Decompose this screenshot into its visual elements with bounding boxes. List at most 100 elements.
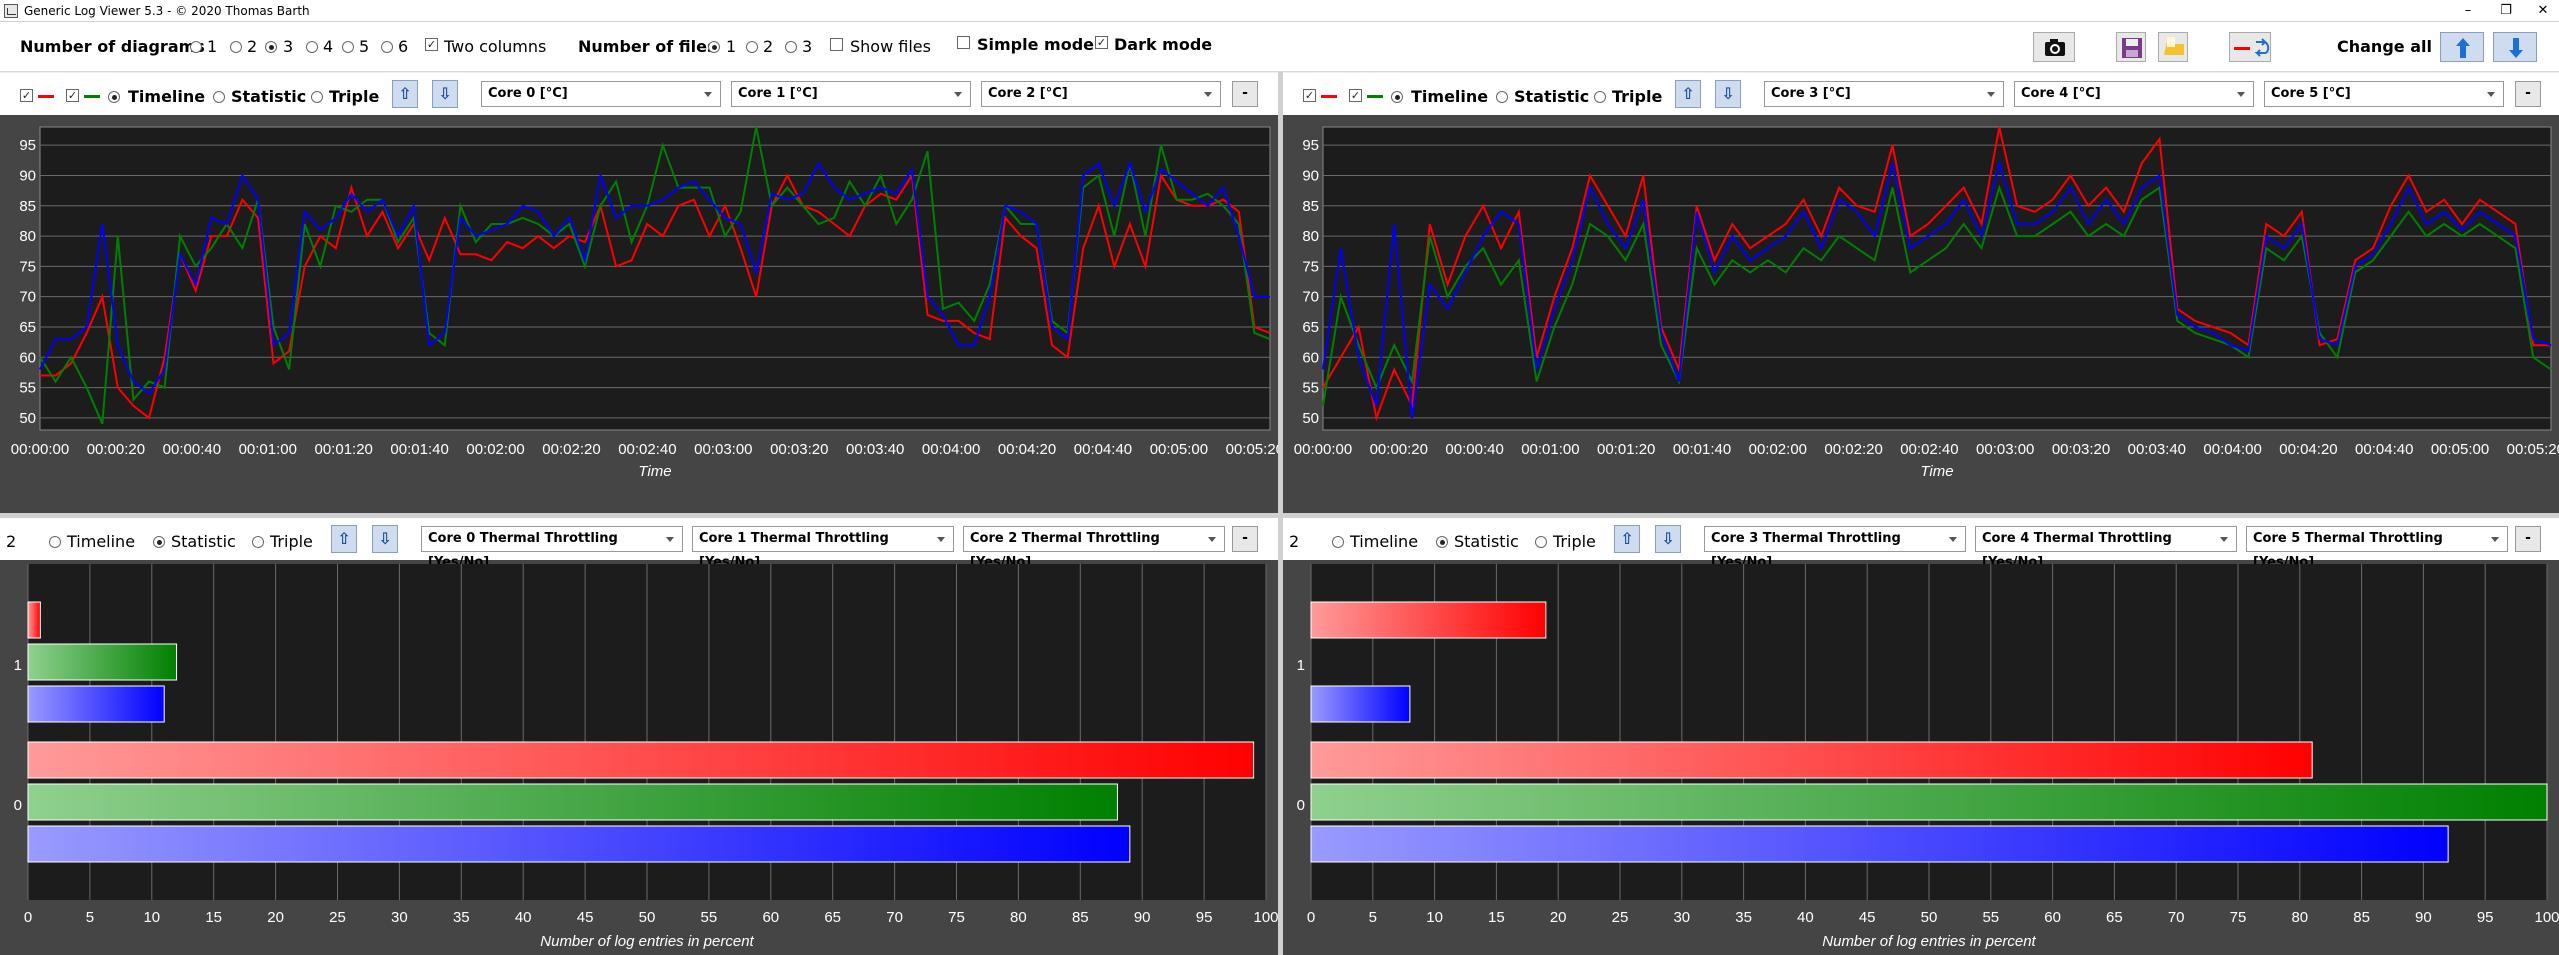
remove-button[interactable]: -: [1232, 526, 1258, 552]
mode-statistic-label: Statistic: [231, 87, 307, 106]
remove-button[interactable]: -: [2515, 526, 2541, 552]
x-tick-label: 65: [2106, 909, 2123, 926]
swap-colors-button[interactable]: [2229, 32, 2271, 62]
move-up-button[interactable]: ⇧: [1675, 80, 1701, 108]
diagrams-option-4-label: 4: [323, 37, 334, 56]
series-3-select[interactable]: Core 5 [°C]: [2264, 81, 2504, 107]
bar-1-series-1: [27, 601, 41, 639]
mode-timeline-radio[interactable]: [1391, 91, 1403, 103]
files-radio-3[interactable]: [785, 41, 797, 53]
x-tick-label: 25: [1612, 909, 1629, 926]
mode-triple-radio[interactable]: [311, 91, 323, 103]
diagrams-radio-4[interactable]: [306, 41, 318, 53]
y-tick-label: 55: [19, 380, 36, 397]
x-tick-label: 65: [824, 909, 841, 926]
folder-icon: [2164, 37, 2184, 55]
remove-button[interactable]: -: [2515, 81, 2541, 107]
mode-timeline-label: Timeline: [128, 87, 206, 106]
mode-triple-radio[interactable]: [1594, 91, 1606, 103]
x-tick-label: 60: [762, 909, 779, 926]
y-tick-label: 65: [19, 319, 36, 336]
mode-statistic-radio[interactable]: [1436, 536, 1448, 548]
x-tick-label: 00:02:20: [542, 441, 600, 458]
mode-triple-radio[interactable]: [252, 536, 264, 548]
mode-statistic-radio[interactable]: [1496, 91, 1508, 103]
diagrams-radio-5[interactable]: [342, 41, 354, 53]
series-2-select[interactable]: Core 4 Thermal Throttling [Yes/No]: [1975, 526, 2237, 570]
panel-header: 2 Timeline Statistic Triple ⇧ ⇩ Core 0 T…: [0, 518, 1278, 570]
series-3-select[interactable]: Core 2 Thermal Throttling [Yes/No]: [963, 526, 1225, 570]
change-all-down-button[interactable]: [2493, 32, 2537, 62]
diagrams-radio-1[interactable]: [190, 41, 202, 53]
series-1-select[interactable]: Core 0 [°C]: [481, 81, 721, 107]
series-2-select[interactable]: Core 4 [°C]: [2014, 81, 2254, 107]
series-3-select[interactable]: Core 5 Thermal Throttling [Yes/No]: [2246, 526, 2508, 570]
move-down-button[interactable]: ⇩: [432, 80, 458, 108]
open-file-button[interactable]: [2158, 32, 2188, 62]
panel-top-left: ✓ ✓ Timeline Statistic Triple ⇧ ⇩ Core 0…: [0, 73, 1278, 513]
series-2-select[interactable]: Core 1 [°C]: [731, 81, 971, 107]
series-1-checkbox[interactable]: ✓: [1303, 89, 1316, 102]
main-toolbar: Number of diagrams 1 2 3 4 5 6 ✓ Two col…: [0, 22, 2559, 72]
series-1-select[interactable]: Core 0 Thermal Throttling [Yes/No]: [421, 526, 683, 570]
mode-triple-radio[interactable]: [1535, 536, 1547, 548]
move-down-button[interactable]: ⇩: [372, 525, 398, 553]
screenshot-button[interactable]: [2033, 32, 2075, 62]
restore-button[interactable]: ❐: [2500, 3, 2512, 18]
dark-mode-checkbox[interactable]: ✓: [1095, 36, 1108, 49]
series-2-checkbox[interactable]: ✓: [1349, 89, 1362, 102]
mode-timeline-radio[interactable]: [49, 536, 61, 548]
files-radio-2[interactable]: [746, 41, 758, 53]
y-tick-label: 1: [14, 657, 22, 674]
series-1-select[interactable]: Core 3 [°C]: [1764, 81, 2004, 107]
mode-statistic-radio[interactable]: [213, 91, 225, 103]
x-tick-label: 40: [515, 909, 532, 926]
file-count-label: 2: [6, 532, 17, 551]
panel-header: ✓ ✓ Timeline Statistic Triple ⇧ ⇩ Core 0…: [0, 73, 1278, 115]
y-tick-label: 75: [19, 258, 36, 275]
move-up-button[interactable]: ⇧: [1614, 525, 1640, 553]
y-tick-label: 80: [1302, 228, 1319, 245]
x-tick-label: 00:01:40: [1673, 441, 1731, 458]
x-tick-label: 00:01:20: [315, 441, 373, 458]
remove-button[interactable]: -: [1232, 81, 1258, 107]
diagrams-option-3-label: 3: [283, 37, 294, 56]
move-up-button[interactable]: ⇧: [392, 80, 418, 108]
x-tick-label: 100: [2534, 909, 2559, 926]
x-tick-label: 00:03:00: [694, 441, 752, 458]
mode-statistic-radio[interactable]: [153, 536, 165, 548]
series-1-select[interactable]: Core 3 Thermal Throttling [Yes/No]: [1704, 526, 1966, 570]
save-button[interactable]: [2116, 32, 2146, 62]
mode-timeline-radio[interactable]: [1332, 536, 1344, 548]
x-axis-title: Number of log entries in percent: [1822, 933, 2036, 950]
diagrams-radio-2[interactable]: [230, 41, 242, 53]
diagrams-radio-6[interactable]: [381, 41, 393, 53]
minimize-button[interactable]: –: [2464, 3, 2472, 18]
series-3-select[interactable]: Core 2 [°C]: [981, 81, 1221, 107]
move-down-button[interactable]: ⇩: [1655, 525, 1681, 553]
series-1-swatch: [38, 95, 54, 98]
files-radio-1[interactable]: [708, 41, 720, 53]
two-columns-label: Two columns: [444, 37, 547, 56]
x-tick-label: 00:00:40: [1445, 441, 1503, 458]
move-up-button[interactable]: ⇧: [331, 525, 357, 553]
x-tick-label: 00:01:00: [1521, 441, 1579, 458]
y-tick-label: 0: [1297, 797, 1305, 814]
series-2-select[interactable]: Core 1 Thermal Throttling [Yes/No]: [692, 526, 954, 570]
x-tick-label: 00:01:00: [239, 441, 297, 458]
two-columns-checkbox[interactable]: ✓: [425, 38, 438, 51]
diagrams-radio-3[interactable]: [265, 41, 277, 53]
x-tick-label: 00:03:40: [2128, 441, 2186, 458]
mode-timeline-radio[interactable]: [108, 91, 120, 103]
diagrams-option-1-label: 1: [207, 37, 218, 56]
show-files-checkbox[interactable]: [830, 38, 843, 51]
change-all-up-button[interactable]: [2440, 32, 2484, 62]
move-down-button[interactable]: ⇩: [1715, 80, 1741, 108]
series-2-checkbox[interactable]: ✓: [66, 89, 79, 102]
row-divider[interactable]: [0, 513, 2559, 518]
simple-mode-checkbox[interactable]: [957, 36, 970, 49]
x-tick-label: 30: [1673, 909, 1690, 926]
series-1-checkbox[interactable]: ✓: [20, 89, 33, 102]
num-diagrams-label: Number of diagrams: [20, 37, 205, 56]
close-button[interactable]: ✕: [2537, 3, 2549, 18]
